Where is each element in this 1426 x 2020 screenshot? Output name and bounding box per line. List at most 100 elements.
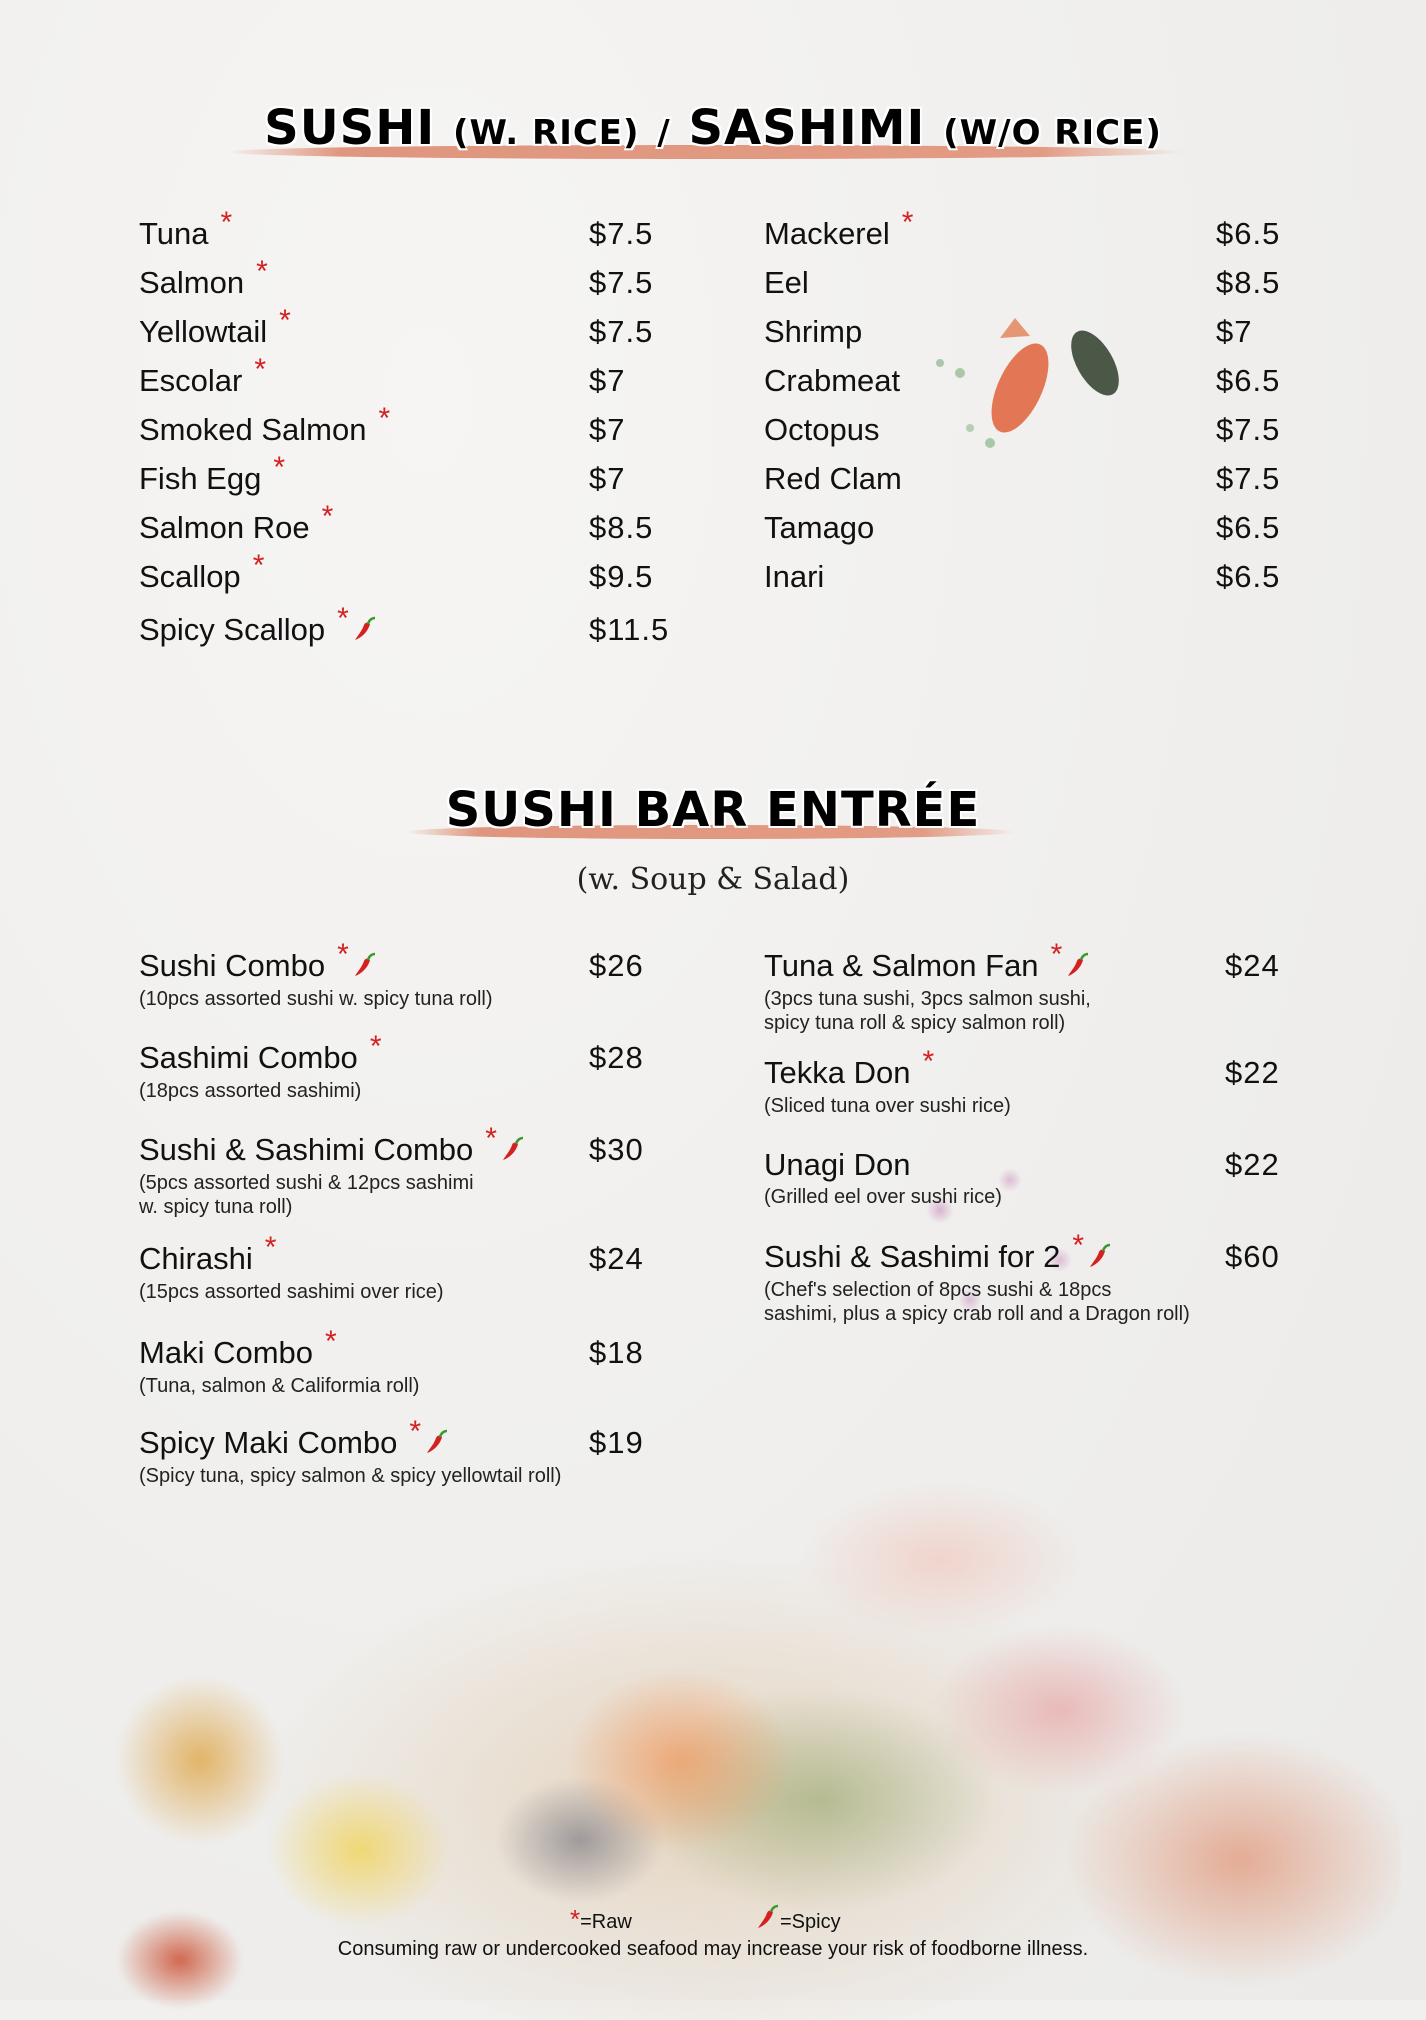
chili-pepper-icon [423,1427,449,1453]
item-description: (Grilled eel over sushi rice) [764,1186,1002,1208]
menu-item: Sushi Combo * (10pcs assorted sushi w. spi… [139,938,493,1011]
item-price: $7.5 [589,314,654,349]
menu-item: Eel [764,265,809,301]
chili-pepper-icon [754,1904,780,1930]
menu-item: Unagi Don (Grilled eel over sushi rice) [764,1147,1002,1209]
legend-raw-label: =Raw [580,1911,632,1933]
menu-item: Maki Combo * (Tuna, salmon & Califormia ro… [139,1325,420,1398]
menu-item: Chirashi * (15pcs assorted sashimi over ri… [139,1231,444,1304]
raw-asterisk-icon: * [901,206,914,239]
raw-asterisk-icon: * [922,1045,935,1078]
cherry-blossom-decoration [900,1150,1120,1450]
item-description: (5pcs assorted sushi & 12pcs sashimi w. … [139,1172,474,1218]
menu-item: Sashimi Combo * (18pcs assorted sashimi) [139,1030,382,1103]
menu-item: Shrimp [764,314,862,350]
item-description: (Sliced tuna over sushi rice) [764,1095,1011,1117]
item-price: $8.5 [589,510,654,545]
item-name: Chirashi [139,1241,253,1276]
legend-spicy-label: =Spicy [780,1911,841,1933]
title-brush-stroke [225,145,1185,159]
menu-item: Yellowtail * [139,304,291,351]
item-price: $7 [1216,314,1253,349]
legend-spicy: =Spicy [752,1904,841,1934]
item-price: $22 [1225,1147,1280,1182]
menu-item: Tuna & Salmon Fan * (3pcs tuna sushi, 3pcs… [764,938,1091,1035]
menu-item: Spicy Maki Combo * (Spicy tuna, spicy salm… [139,1415,562,1488]
menu-item: Sushi & Sashimi for 2 * (Chef's selection … [764,1229,1190,1326]
item-name: Inari [764,559,825,594]
item-name: Octopus [764,412,880,447]
raw-asterisk-icon: * [325,1325,337,1358]
raw-asterisk-icon: * [321,500,334,533]
menu-item: Octopus [764,412,879,448]
menu-item: Red Clam [764,461,902,497]
koi-fish-illustration [936,318,1119,448]
raw-asterisk-icon: * [220,206,233,239]
menu-item: Crabmeat [764,363,900,399]
raw-asterisk-icon: * [337,938,349,971]
item-name: Shrimp [764,314,863,349]
item-name: Red Clam [764,461,902,496]
item-name: Tamago [764,510,875,545]
health-disclaimer: Consuming raw or undercooked seafood may… [337,1938,1089,1960]
menu-item: Salmon * [139,255,268,302]
item-price: $26 [589,948,644,983]
item-price: $24 [589,1241,644,1276]
raw-asterisk-icon: * [273,451,286,484]
item-description: (15pcs assorted sashimi over rice) [139,1281,444,1303]
chili-pepper-icon [351,950,377,976]
raw-asterisk-icon: * [252,549,265,582]
item-price: $22 [1225,1055,1280,1090]
item-price: $9.5 [589,559,654,594]
legend-raw: *=Raw [570,1904,632,1935]
item-price: $30 [589,1132,644,1167]
raw-asterisk-icon: * [279,304,291,337]
item-price: $24 [1225,948,1280,983]
item-name: Tuna [139,216,209,251]
title-brush-stroke [405,825,1015,839]
raw-asterisk-icon: * [337,602,349,635]
title-with-rice: (W. RICE) [453,113,640,153]
item-name: Spicy Scallop [139,612,326,647]
menu-item: Fish Egg * [139,451,285,498]
item-description: (Spicy tuna, spicy salmon & spicy yellow… [139,1465,562,1487]
item-name: Salmon [139,265,245,300]
menu-item: Smoked Salmon * [139,402,390,449]
item-name: Sushi Combo [139,948,326,983]
item-price: $60 [1225,1239,1280,1274]
item-name: Eel [764,265,809,300]
item-price: $7.5 [589,216,654,251]
item-price: $28 [589,1040,644,1075]
raw-asterisk-icon: * [570,1904,581,1934]
item-description: (Tuna, salmon & Califormia roll) [139,1375,420,1397]
item-price: $7.5 [1216,412,1281,447]
item-price: $19 [589,1425,644,1460]
menu-item: Tuna * [139,206,232,253]
item-name: Mackerel [764,216,890,251]
item-description: (10pcs assorted sushi w. spicy tuna roll… [139,988,493,1010]
item-name: Scallop [139,559,241,594]
sashimi-platter-photo [60,1380,1400,2020]
menu-item: Scallop * [139,549,264,596]
menu-item: Mackerel * [764,206,913,253]
item-name: Yellowtail [139,314,268,349]
item-name: Tuna & Salmon Fan [764,948,1039,983]
chili-pepper-icon [1086,1241,1112,1267]
item-description: (3pcs tuna sushi, 3pcs salmon sushi, spi… [764,988,1091,1034]
raw-asterisk-icon: * [409,1415,422,1448]
item-description: (Chef's selection of 8pcs sushi & 18pcs … [764,1279,1190,1325]
item-price: $8.5 [1216,265,1281,300]
item-price: $11.5 [589,612,670,647]
item-name: Tekka Don [764,1055,911,1090]
raw-asterisk-icon: * [1072,1229,1085,1262]
menu-item: Tamago [764,510,874,546]
item-name: Smoked Salmon [139,412,367,447]
title-without-rice: (W/O RICE) [943,113,1162,153]
item-name: Escolar [139,363,243,398]
item-price: $7.5 [1216,461,1281,496]
raw-asterisk-icon: * [485,1122,497,1155]
title-sashimi: SASHIMI [688,100,926,156]
raw-asterisk-icon: * [1050,938,1063,971]
menu-item: Sushi & Sashimi Combo * (5pcs assorted sus… [139,1122,525,1219]
item-price: $6.5 [1216,559,1281,594]
